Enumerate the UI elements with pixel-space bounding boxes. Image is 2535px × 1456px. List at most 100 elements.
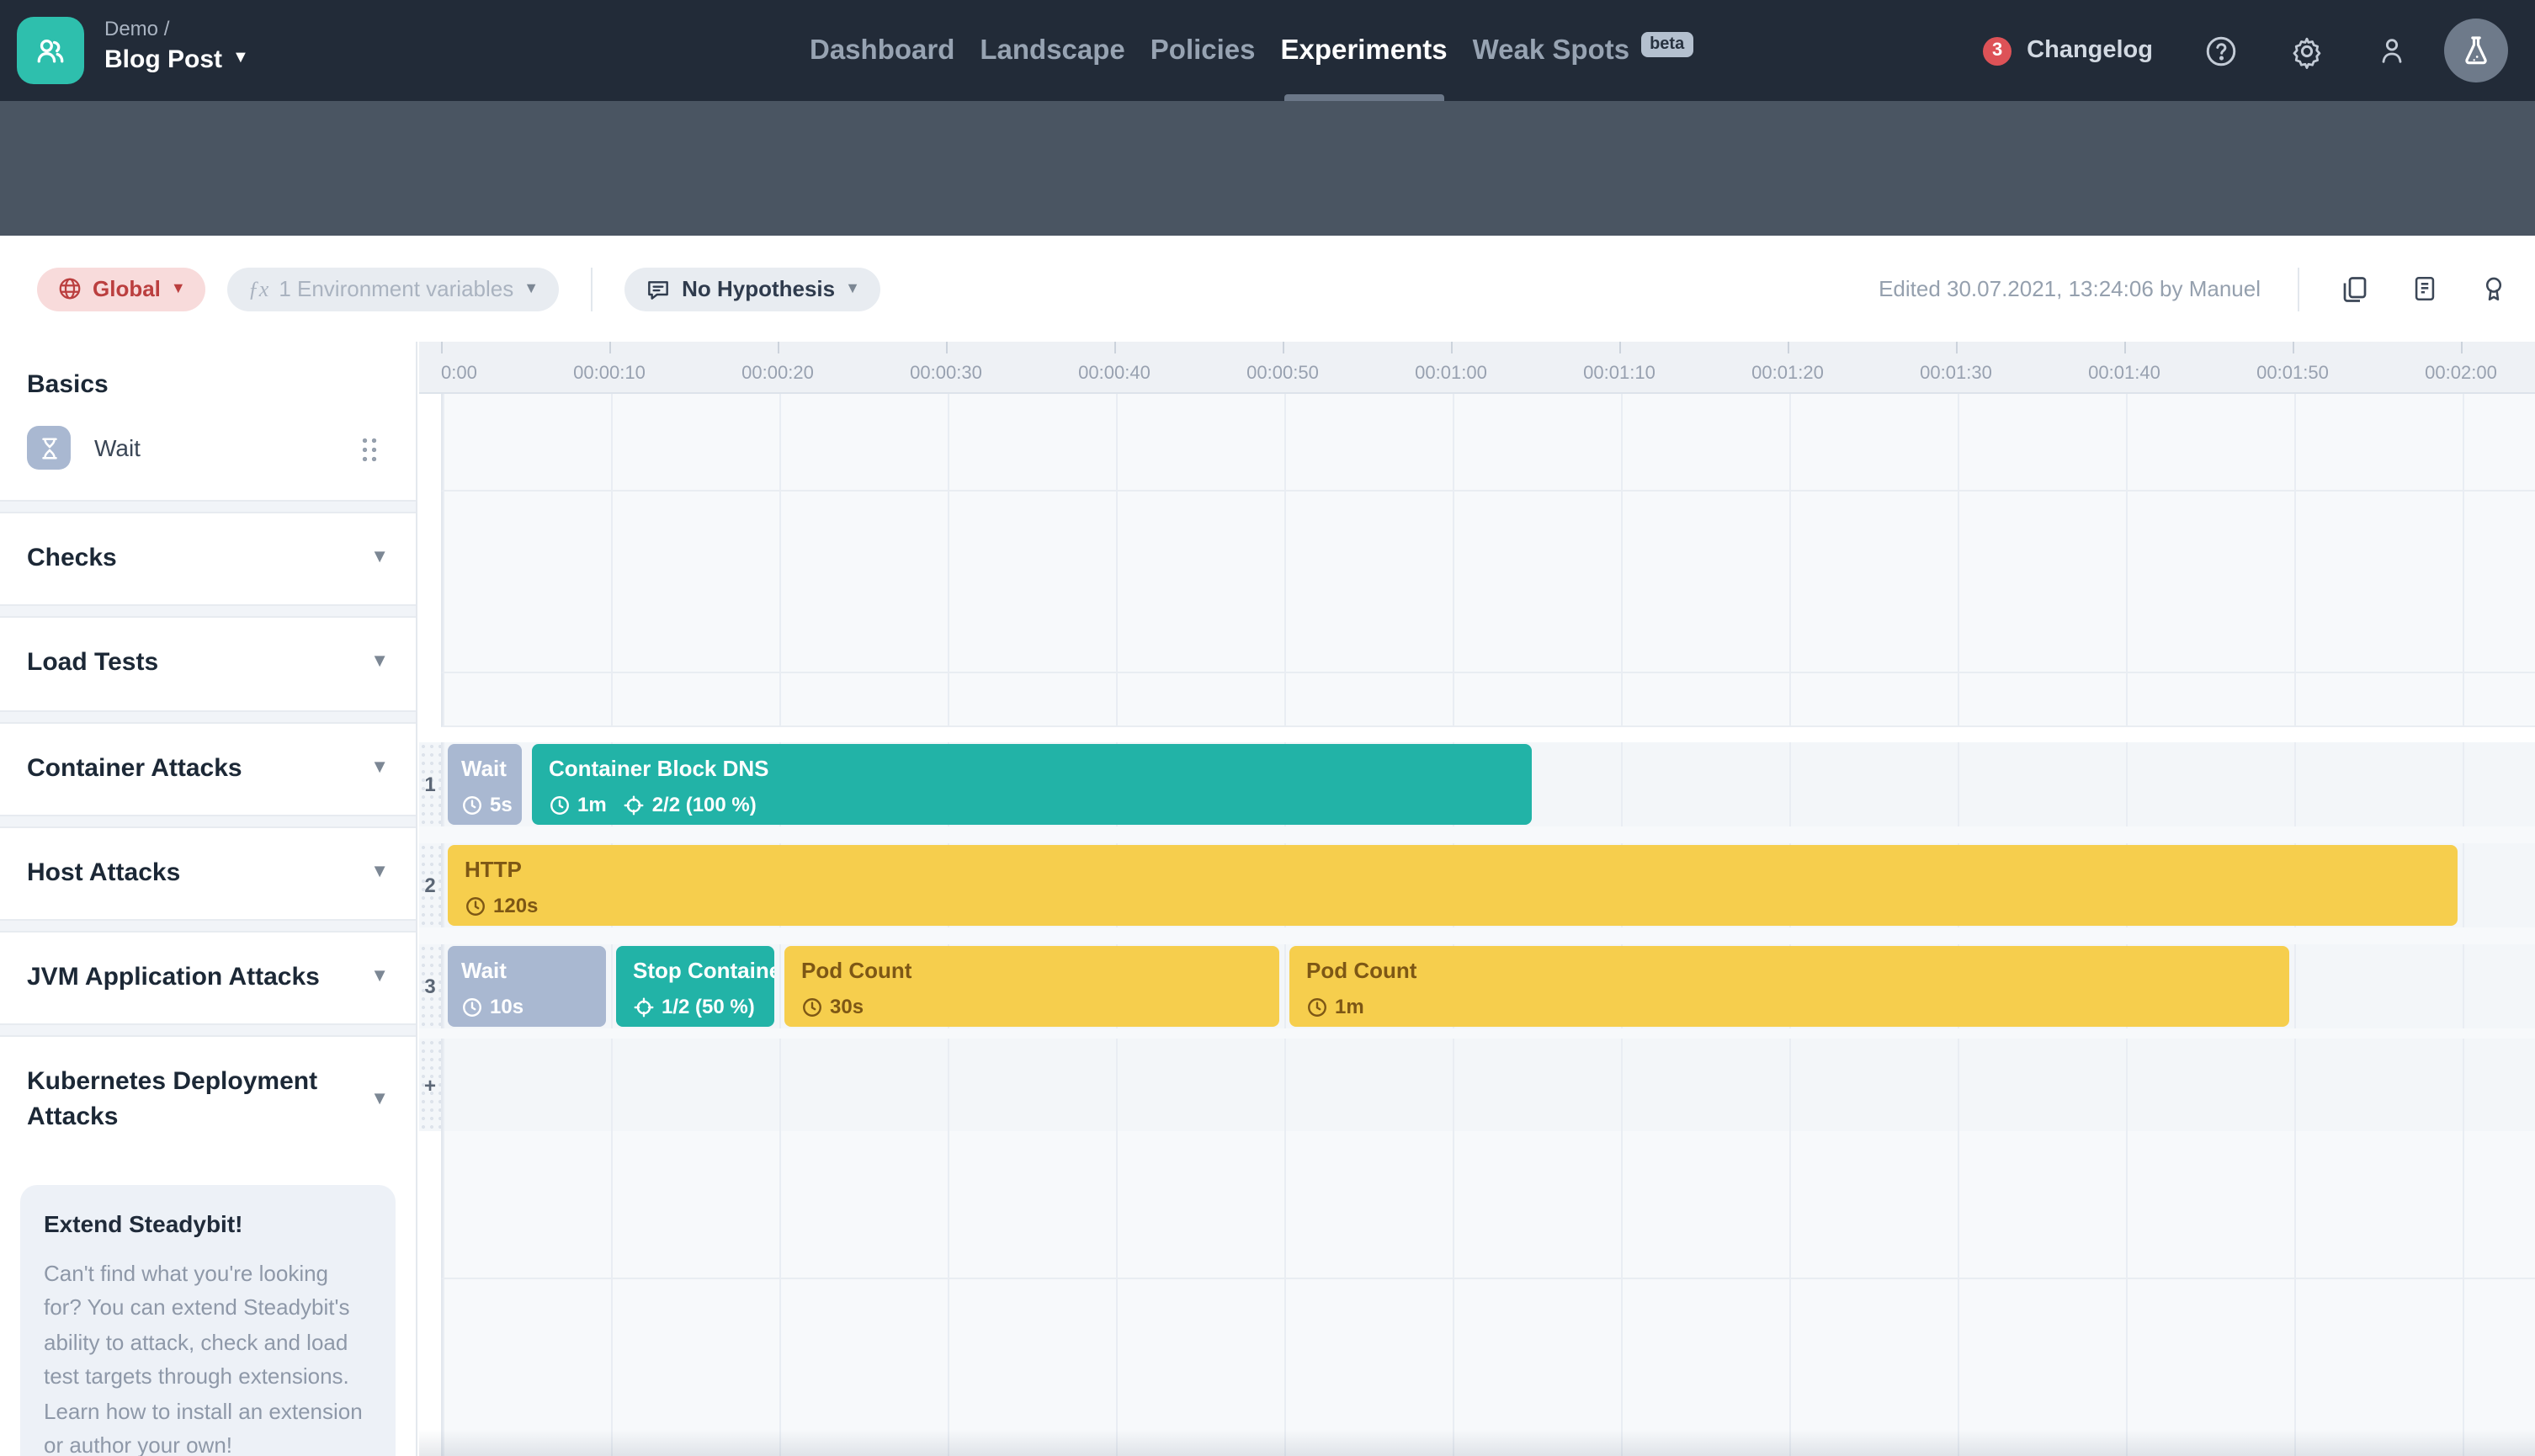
active-tab-indicator [1283,94,1444,101]
nav-item-weak-spots[interactable]: Weak Spots beta [1473,0,1693,101]
timeline-empty-row[interactable] [419,673,2535,727]
tenant-switcher[interactable]: Demo / Blog Post ▼ [104,17,249,74]
palette-item-wait[interactable]: Wait [27,426,389,470]
environment-variables-select[interactable]: ƒx 1 Environment variables ▼ [227,267,560,311]
lane-track[interactable]: Wait 5s Container Block DNS 1m 2/2 (100 %) [441,742,2535,826]
extend-card-title: Extend Steadybit! [44,1209,243,1237]
nav-item-landscape[interactable]: Landscape [980,0,1124,101]
add-lane-button[interactable]: + [419,1039,441,1131]
ruler-tick [1788,342,1789,353]
ruler-tick-label: 00:00:50 [1246,364,1319,384]
hypothesis-select[interactable]: No Hypothesis ▼ [624,267,880,311]
clock-icon [1306,996,1328,1018]
section-header-label: Kubernetes Deployment Attacks [27,1067,318,1131]
step-block-wait[interactable]: Wait 5s [448,744,522,825]
steps-sidebar: Basics Wait Checks ▼ Load Tests ▼ Container … [0,342,417,1456]
sidebar-section-kubernetes-deployment-attacks[interactable]: Kubernetes Deployment Attacks ▼ [0,1037,416,1163]
step-block-stop-container[interactable]: Stop Container 1/2 (50 %) [616,946,774,1027]
team-logo[interactable] [17,17,84,84]
step-meta: 120s [465,894,2441,917]
step-duration: 120s [493,894,539,917]
clock-icon [549,794,571,816]
changelog-link[interactable]: Changelog [2027,37,2153,64]
step-block-pod-count[interactable]: Pod Count 1m [1289,946,2289,1027]
sidebar-section-container-attacks[interactable]: Container Attacks ▼ [0,723,416,815]
drag-handle-icon[interactable] [360,435,379,460]
environment-variables-label: 1 Environment variables [279,276,514,301]
sidebar-section-host-attacks[interactable]: Host Attacks ▼ [0,827,416,919]
nav-item-label: Policies [1150,35,1256,65]
step-name: HTTP [465,857,522,882]
ruler-tick-label: 00:00:10 [573,364,646,384]
target-icon [624,794,646,816]
step-block-wait[interactable]: Wait 10s [448,946,606,1027]
chevron-down-icon: ▼ [232,49,249,67]
sidebar-divider [0,919,416,933]
lane-track[interactable]: HTTP 120s [441,843,2535,927]
ruler-tick [2293,342,2294,353]
beta-badge: beta [1641,31,1693,56]
sidebar-divider [0,814,416,828]
extend-card-body: Can't find what you're looking for? You … [44,1260,363,1456]
settings-gear-icon[interactable] [2289,33,2325,68]
sidebar-section-load-tests[interactable]: Load Tests ▼ [0,618,416,709]
section-header-label: JVM Application Attacks [27,963,320,991]
user-icon[interactable] [2375,34,2409,67]
step-block-pod-count[interactable]: Pod Count 30s [784,946,1279,1027]
nav-item-experiments[interactable]: Experiments [1281,0,1448,101]
clock-icon [465,895,486,917]
lane-number-label: 1 [424,773,436,796]
timeline-empty-row[interactable] [419,492,2535,673]
step-block-container-block-dns[interactable]: Container Block DNS 1m 2/2 (100 %) [532,744,1532,825]
chevron-down-icon: ▼ [370,547,389,568]
tenant-breadcrumb: Demo / [104,17,170,40]
section-header-label: Load Tests [27,648,159,678]
step-meta: 1/2 (50 %) [633,995,757,1018]
avatar[interactable] [2444,19,2508,82]
export-document-icon[interactable] [2410,274,2439,303]
lane-separator [419,727,2535,742]
ruler-tick-label: 00:01:30 [1920,364,1992,384]
timeline-empty-row[interactable] [419,1131,2535,1279]
step-block-http[interactable]: HTTP 120s [448,845,2458,926]
step-duration: 10s [490,995,524,1018]
ruler-tick-label: 00:01:20 [1751,364,1824,384]
ruler-tick-label: 00:02:00 [2425,364,2497,384]
step-duration: 1m [577,793,607,816]
chevron-down-icon: ▼ [170,279,186,295]
nav-item-label: Dashboard [810,35,955,65]
experiment-timeline: 00:00:00 00:00:10 00:00:20 00:00:30 00:00:40… [419,342,2535,1456]
environment-label: Global [93,276,161,301]
flask-icon [2465,36,2487,65]
people-icon [32,32,69,69]
nav-right-cluster: 3 Changelog [1983,0,2508,101]
sidebar-section-checks[interactable]: Checks ▼ [0,513,416,605]
timeline-empty-row[interactable] [419,1279,2535,1456]
ruler-tick [441,342,443,353]
lane-track[interactable] [441,1039,2535,1131]
add-lane-row: + [419,1039,2535,1131]
chevron-down-icon: ▼ [370,966,389,987]
divider [2298,267,2299,311]
lane-track[interactable]: Wait 10s Stop Container 1/2 (50 %) Pod Count… [441,944,2535,1028]
lane-number-label: + [423,1073,436,1097]
lane-number-label: 2 [424,874,436,897]
ruler-tick [778,342,779,353]
nav-item-policies[interactable]: Policies [1151,0,1256,101]
environment-select[interactable]: Global ▼ [37,267,206,311]
sidebar-section-jvm-application-attacks[interactable]: JVM Application Attacks ▼ [0,933,416,1024]
nav-item-dashboard[interactable]: Dashboard [810,0,954,101]
badge-award-icon[interactable] [2479,274,2508,303]
ruler-tick [1283,342,1284,353]
timeline-lane-2: 2 HTTP 120s [419,843,2535,927]
duplicate-icon[interactable] [2340,274,2370,304]
ruler-tick-label: 00:00:30 [910,364,982,384]
help-icon[interactable] [2203,33,2239,68]
timeline-empty-row[interactable] [419,394,2535,492]
sidebar-divider [0,1023,416,1038]
step-name: Wait [461,756,507,781]
lane-number-label: 3 [424,975,436,998]
ruler-tick [1451,342,1453,353]
step-meta: 30s [801,995,1262,1018]
step-meta: 1m 2/2 (100 %) [549,793,1515,816]
